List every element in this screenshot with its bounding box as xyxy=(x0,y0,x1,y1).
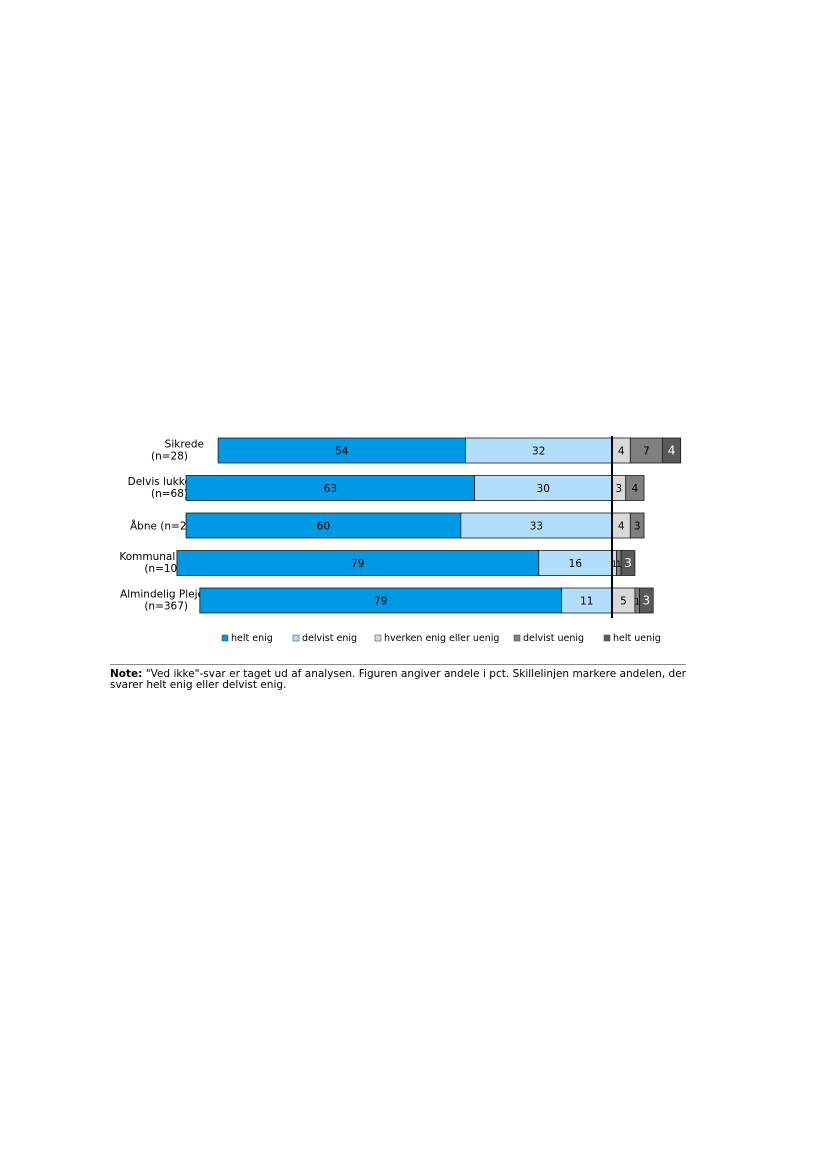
bar-segment xyxy=(199,587,563,614)
data-label: 4 xyxy=(618,521,625,533)
bar-segment xyxy=(625,475,645,501)
data-label: 79 xyxy=(374,596,387,608)
category-label-line: Sikrede xyxy=(165,439,204,451)
bar-segment xyxy=(538,550,613,576)
data-label: 11 xyxy=(580,596,593,608)
legend-swatch xyxy=(374,634,382,642)
bar-segment xyxy=(661,437,682,464)
category-label: Delvis lukkede (n=68) xyxy=(128,476,204,500)
category-label-line: (n=68) xyxy=(151,488,188,500)
category-label: Åbne (n=258) xyxy=(130,520,204,533)
data-label: 33 xyxy=(530,521,543,533)
data-label: 1 xyxy=(611,560,617,570)
bar-segment xyxy=(561,587,613,614)
data-label: 3 xyxy=(624,556,632,570)
bar-segment xyxy=(185,475,476,501)
data-label: 30 xyxy=(537,483,550,495)
data-label: 1 xyxy=(634,598,640,608)
legend-swatch xyxy=(221,634,229,642)
category-label: Sikrede (n=28) xyxy=(151,439,204,463)
bar-segment xyxy=(465,437,613,464)
data-label: 32 xyxy=(532,446,545,458)
legend-swatch xyxy=(603,634,611,642)
data-label: 60 xyxy=(317,521,330,533)
legend-swatch xyxy=(292,634,300,642)
category-label-line: Åbne (n=258) xyxy=(130,520,204,533)
bar-segment xyxy=(629,512,645,539)
category-label-line: (n=367) xyxy=(144,601,188,613)
bar-segment xyxy=(620,550,636,576)
legend-label: delvist uenig xyxy=(523,633,584,644)
data-label: 1 xyxy=(616,560,622,570)
data-label: 63 xyxy=(324,483,337,495)
data-label: 7 xyxy=(643,446,650,458)
category-label-line: (n=28) xyxy=(151,451,188,463)
legend-label: helt enig xyxy=(231,633,273,644)
data-label: 4 xyxy=(668,444,676,458)
data-label: 4 xyxy=(632,483,639,495)
note-label: Note: xyxy=(110,668,143,680)
bar-segment xyxy=(460,512,613,539)
legend-label: delvist enig xyxy=(302,633,357,644)
legend-swatch xyxy=(513,634,521,642)
data-label: 79 xyxy=(351,558,364,570)
data-label: 16 xyxy=(569,558,583,570)
legend-label: hverken enig eller uenig xyxy=(384,633,499,644)
category-label: Almindelig Pleje (n=367) xyxy=(120,589,204,613)
chart-note: Note: "Ved ikke"-svar er taget ud af ana… xyxy=(110,664,686,691)
data-label: 3 xyxy=(616,483,623,495)
legend-label: helt uenig xyxy=(613,633,661,644)
note-text: "Ved ikke"-svar er taget ud af analysen.… xyxy=(110,668,686,691)
bar-segment xyxy=(639,587,654,614)
data-label: 54 xyxy=(335,446,349,458)
category-label-line: Almindelig Pleje xyxy=(120,589,204,601)
data-label: 3 xyxy=(634,521,641,533)
bar-segment xyxy=(185,512,462,539)
data-label: 4 xyxy=(618,446,625,458)
category-label-line: Delvis lukkede xyxy=(128,476,204,488)
bar-segment xyxy=(629,437,663,464)
data-label: 3 xyxy=(643,594,651,608)
data-label: 5 xyxy=(620,596,627,608)
bar-segment xyxy=(217,437,466,464)
